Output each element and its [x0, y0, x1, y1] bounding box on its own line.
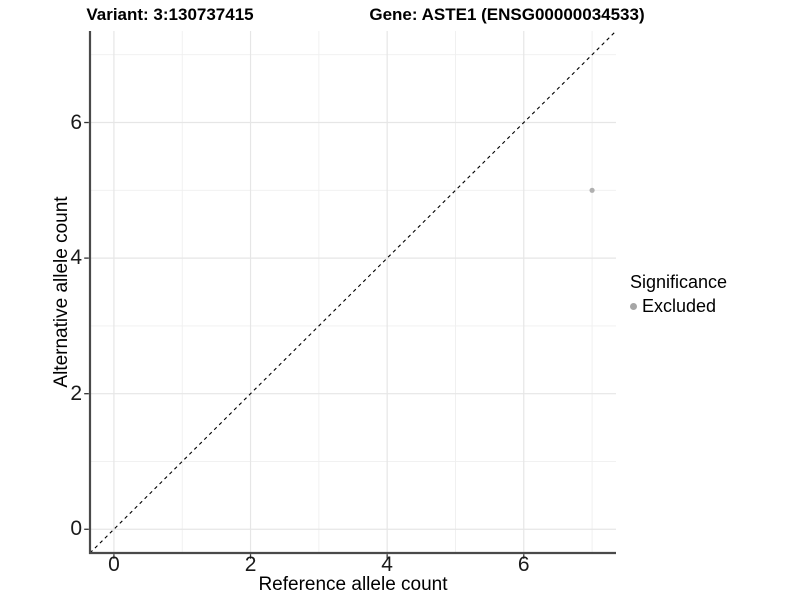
y-axis-title: Alternative allele count — [51, 196, 72, 388]
x-tick-label: 0 — [108, 553, 120, 576]
x-tick-label: 2 — [244, 553, 257, 576]
legend-item-label: Excluded — [642, 296, 717, 316]
legend-item-excluded: Excluded — [630, 294, 727, 318]
plot-title-gene: Gene: ASTE1 (ENSG00000034533) — [369, 5, 645, 24]
y-tick-label: 6 — [70, 110, 82, 134]
x-axis-title: Reference allele count — [258, 574, 448, 595]
y-tick-label: 0 — [70, 517, 82, 541]
identity-dashed-line — [89, 30, 617, 554]
plot-title-variant: Variant: 3:130737415 — [86, 5, 254, 24]
legend-title: Significance — [630, 272, 728, 292]
y-tick-label: 4 — [70, 246, 82, 270]
y-tick-label: 2 — [70, 381, 82, 405]
legend-point-swatch-icon — [630, 302, 637, 310]
x-tick-label: 4 — [381, 553, 393, 576]
data-point-excluded — [589, 187, 595, 193]
legend: Significance Excluded — [630, 270, 727, 318]
x-tick-label: 6 — [517, 553, 530, 576]
